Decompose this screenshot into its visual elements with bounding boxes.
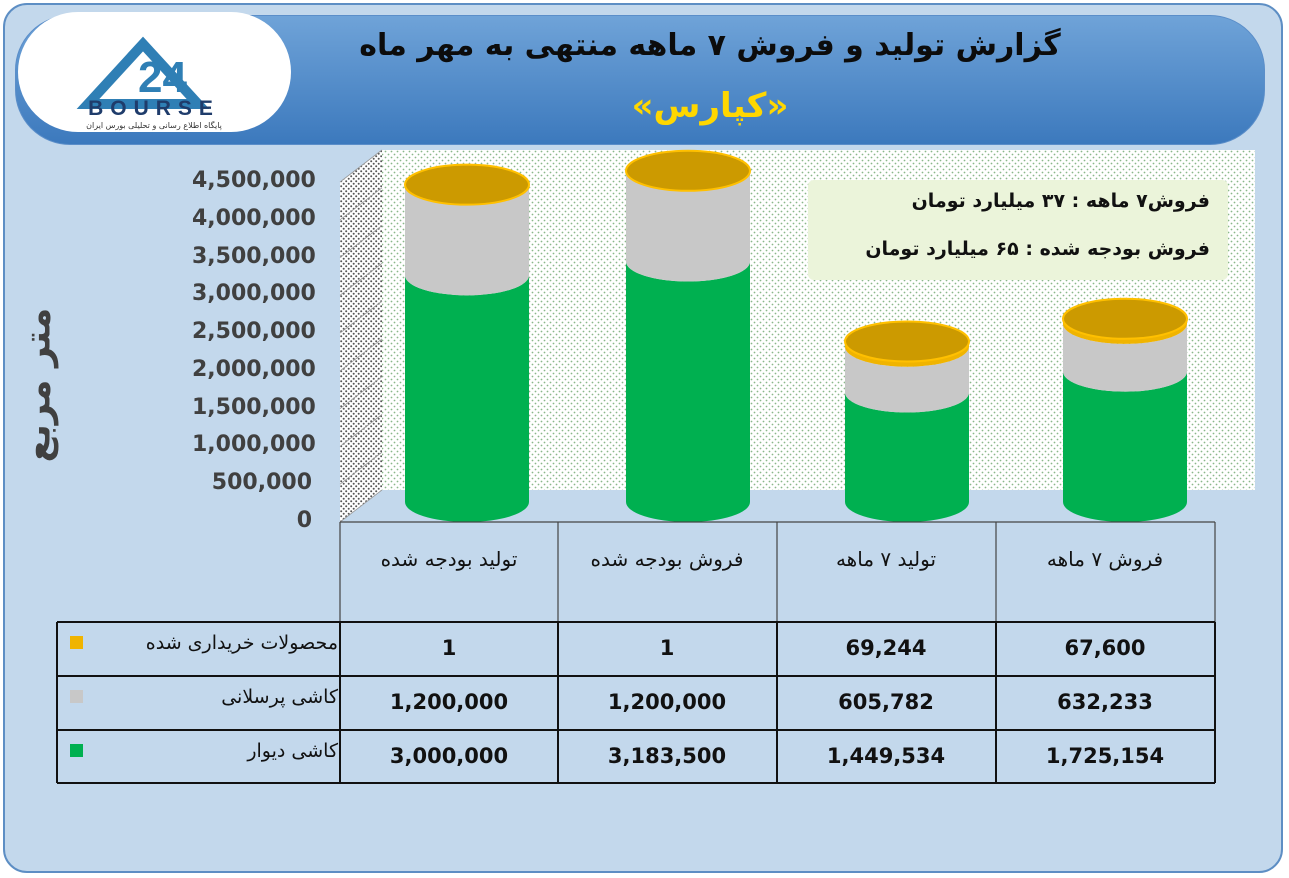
bar-top-cap xyxy=(1062,297,1188,340)
y-tick-label: 3,500,000 xyxy=(192,243,316,269)
gridline xyxy=(339,225,383,258)
data-label: 67,600 xyxy=(1064,636,1146,660)
gridlines xyxy=(339,149,383,523)
series-name: کاشی دیوار xyxy=(247,740,338,762)
company-name: «کپارس» xyxy=(631,86,789,126)
info-budgeted-sales: فروش بودجه شده : ۶۵ میلیارد تومان xyxy=(865,238,1210,260)
data-label: 69,244 xyxy=(845,636,927,660)
legend-swatch xyxy=(70,690,83,703)
gridline xyxy=(339,263,383,296)
y-tick-label: 3,000,000 xyxy=(192,281,316,307)
y-tick-label: 1,500,000 xyxy=(192,394,316,420)
bar-top-cap xyxy=(625,149,751,192)
bar-segment xyxy=(626,170,750,282)
gridline xyxy=(339,338,383,372)
data-label: 1 xyxy=(659,636,675,660)
gridline xyxy=(339,451,383,485)
category-label: تولید ۷ ماهه xyxy=(835,547,937,571)
logo-number: 24 xyxy=(138,53,187,102)
data-label: 3,183,500 xyxy=(607,744,727,768)
bar-segment xyxy=(1063,323,1187,392)
legend-swatch xyxy=(70,636,83,649)
gridline xyxy=(339,414,383,447)
logo-tagline: پایگاه اطلاع رسانی و تحلیلی بورس ایران xyxy=(86,120,222,130)
data-label: 1,449,534 xyxy=(826,744,946,768)
bar-top-cap xyxy=(844,320,970,363)
logo-triangle xyxy=(76,36,210,109)
bar-segment xyxy=(1063,371,1187,522)
gridline xyxy=(339,376,383,409)
y-tick-label: 4,500,000 xyxy=(192,168,316,193)
legend-swatch xyxy=(70,744,83,757)
gridline xyxy=(339,489,383,523)
data-label: 1,200,000 xyxy=(389,690,509,714)
bar-segment xyxy=(845,341,969,367)
y-tick-label: 2,500,000 xyxy=(192,319,316,345)
plot-side-wall xyxy=(340,150,382,522)
series-name: محصولات خریداری شده xyxy=(145,632,338,654)
gridline xyxy=(339,300,383,334)
data-label: 3,000,000 xyxy=(389,744,509,768)
y-tick-label: 500,000 xyxy=(211,470,312,496)
y-tick-label: 4,000,000 xyxy=(192,205,316,231)
gridline xyxy=(339,187,383,221)
data-label: 1,725,154 xyxy=(1045,744,1165,768)
y-tick-label: 2,000,000 xyxy=(192,356,316,382)
chart-title: گزارش تولید و فروش ۷ ماهه منتهی به مهر م… xyxy=(359,28,1061,63)
data-label: 605,782 xyxy=(838,690,934,714)
data-label: 632,233 xyxy=(1057,690,1153,714)
logo-graphic: 24 BOURSE پایگاه اطلاع رسانی و تحلیلی بو… xyxy=(76,36,222,130)
data-table-lines xyxy=(56,521,1216,784)
bar-segment xyxy=(845,346,969,413)
gridline xyxy=(339,149,383,183)
bourse24-logo: 24 BOURSE پایگاه اطلاع رسانی و تحلیلی بو… xyxy=(18,12,291,132)
bar-segment xyxy=(626,261,750,522)
category-label: تولید بودجه شده xyxy=(380,547,518,571)
y-tick-label: 0 xyxy=(296,508,312,533)
category-label: فروش ۷ ماهه xyxy=(1046,547,1164,571)
y-tick-label: 1,000,000 xyxy=(192,432,316,458)
data-label: 1 xyxy=(441,636,457,660)
series-name: کاشی پرسلانی xyxy=(221,686,338,708)
category-label: فروش بودجه شده xyxy=(590,547,744,571)
bar-segment xyxy=(1063,318,1187,344)
bar-segment xyxy=(405,275,529,522)
data-label: 1,200,000 xyxy=(607,690,727,714)
bar-top-cap xyxy=(404,163,530,206)
logo-wordmark: BOURSE xyxy=(88,97,220,120)
sales-info-box: فروش۷ ماهه : ۳۷ میلیارد تومان فروش بودجه… xyxy=(808,180,1228,280)
bar-segment xyxy=(845,392,969,522)
bar-segment xyxy=(405,184,529,296)
info-sales-7-months: فروش۷ ماهه : ۳۷ میلیارد تومان xyxy=(911,190,1210,212)
bars xyxy=(404,149,1188,522)
